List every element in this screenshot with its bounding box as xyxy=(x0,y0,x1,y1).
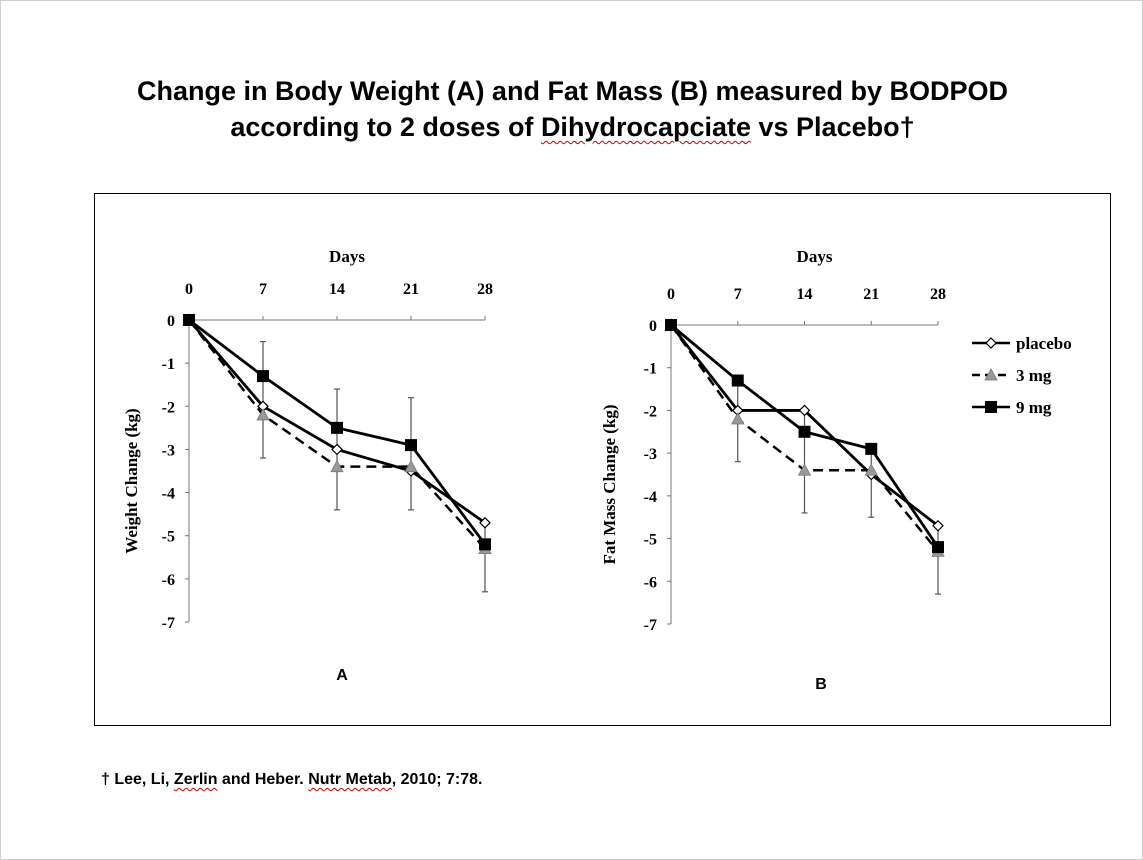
chart-panel-a: 0 7 14 21 28 0 -1 -2 -3 -4 -5 -6 -7 Days Weight Change… xyxy=(122,247,493,684)
legend-marker-placebo xyxy=(985,337,997,349)
y-tick-label: -1 xyxy=(162,356,175,373)
x-tick-label: 0 xyxy=(667,286,675,303)
x-tick-label: 28 xyxy=(930,286,946,303)
y-tick-label: -4 xyxy=(644,489,657,506)
point-9-mg xyxy=(257,370,269,383)
point-9-mg xyxy=(331,421,343,434)
y-tick-label: -2 xyxy=(162,399,175,416)
point-3-mg xyxy=(330,459,344,473)
y-tick-label: -2 xyxy=(644,403,657,420)
y-tick-label: -6 xyxy=(644,574,657,591)
y-tick-label: -3 xyxy=(162,442,175,459)
legend-label-3-mg: 3 mg xyxy=(1016,366,1052,385)
point-9-mg xyxy=(865,442,878,455)
point-9-mg xyxy=(183,314,195,326)
figure-box: 0 7 14 21 28 0 -1 -2 -3 -4 -5 -6 -7 Days Weight Change… xyxy=(94,193,1111,726)
footnote-citation: † Lee, Li, Zerlin and Heber. Nutr Metab,… xyxy=(101,771,482,789)
footnote-journal: Nutr Metab xyxy=(308,771,392,788)
y-tick-label: -1 xyxy=(644,361,657,378)
x-tick-label: 21 xyxy=(863,286,879,303)
panel-label: A xyxy=(336,667,348,684)
title-line-2-pre: according to 2 doses of xyxy=(230,112,541,142)
point-9-mg xyxy=(405,439,417,452)
y-tick-label: -3 xyxy=(644,446,657,463)
y-tick-label: -5 xyxy=(644,532,657,549)
x-tick-label: 14 xyxy=(329,281,345,298)
x-tick-label: 0 xyxy=(185,281,193,298)
point-placebo xyxy=(932,519,944,532)
y-tick-label: -6 xyxy=(162,572,175,589)
point-9-mg xyxy=(665,319,677,331)
title-line-2: according to 2 doses of Dihydrocapciate … xyxy=(1,109,1143,145)
y-tick-label: -7 xyxy=(644,617,657,634)
figure-chart: 0 7 14 21 28 0 -1 -2 -3 -4 -5 -6 -7 Days Weight Change… xyxy=(122,247,1072,693)
point-placebo xyxy=(331,443,343,456)
y-tick-label: -4 xyxy=(162,486,175,503)
legend-label-9-mg: 9 mg xyxy=(1016,398,1052,417)
point-3-mg xyxy=(731,412,745,425)
x-tick-label: 21 xyxy=(403,281,419,298)
point-3-mg xyxy=(797,463,812,476)
point-placebo xyxy=(798,404,811,417)
point-3-mg xyxy=(864,463,878,476)
y-tick-label: 0 xyxy=(649,318,657,335)
y-tick-label: -7 xyxy=(162,615,175,632)
legend-marker-9-mg xyxy=(985,401,997,413)
footnote-part-1: † Lee, Li, xyxy=(101,771,174,788)
footnote-part-3: , 2010; 7:78. xyxy=(391,771,483,788)
legend-label-placebo: placebo xyxy=(1016,334,1072,353)
x-axis-title: Days xyxy=(329,247,365,266)
point-9-mg xyxy=(798,425,811,438)
point-placebo xyxy=(479,516,491,529)
y-axis-title: Fat Mass Change (kg) xyxy=(600,404,619,564)
x-tick-label: 7 xyxy=(734,286,742,303)
x-axis-title: Days xyxy=(797,247,833,266)
y-tick-label: -5 xyxy=(162,529,175,546)
chart-panel-b: 0 7 14 21 28 0 -1 -2 -3 -4 -5 -6 -7 Days Fat Mass Chan… xyxy=(600,247,1072,693)
panel-label: B xyxy=(815,676,827,693)
y-tick-label: 0 xyxy=(167,313,175,330)
point-3-mg xyxy=(256,408,270,421)
point-3-mg xyxy=(404,459,418,473)
x-tick-label: 28 xyxy=(477,281,493,298)
legend-marker-3-mg xyxy=(984,368,998,381)
footnote-author-name: Zerlin xyxy=(173,771,218,788)
point-9-mg xyxy=(479,538,491,551)
point-9-mg xyxy=(731,374,744,387)
title-line-2-post: vs Placebo† xyxy=(751,112,915,142)
y-axis-title: Weight Change (kg) xyxy=(122,408,141,553)
title-drug-name: Dihydrocapciate xyxy=(540,112,752,142)
footnote-part-2: and Heber. xyxy=(217,771,309,788)
slide-title: Change in Body Weight (A) and Fat Mass (… xyxy=(1,73,1143,145)
point-9-mg xyxy=(932,541,944,554)
x-tick-label: 7 xyxy=(259,281,267,298)
legend: placebo 3 mg 9 mg xyxy=(972,334,1072,417)
title-line-1: Change in Body Weight (A) and Fat Mass (… xyxy=(136,76,1009,106)
x-tick-label: 14 xyxy=(797,286,813,303)
